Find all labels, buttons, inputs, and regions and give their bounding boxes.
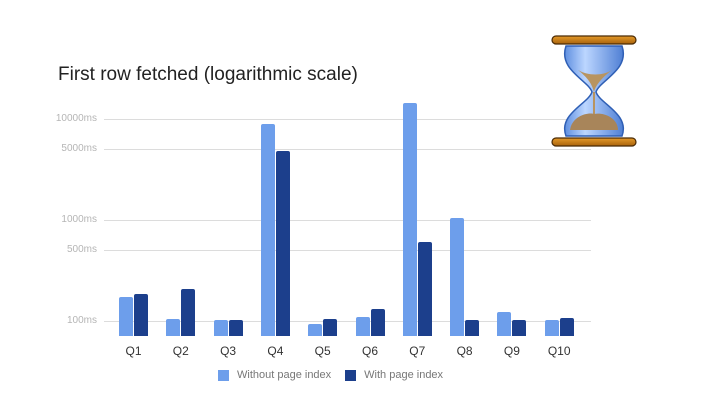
y-tick-label: 5000ms	[61, 143, 97, 154]
bar-q1-with-index	[134, 294, 148, 336]
legend-swatch	[218, 369, 229, 381]
x-tick-label: Q2	[172, 344, 189, 358]
bar-q8-without-index	[450, 218, 465, 336]
bar-q8-with-index	[465, 320, 480, 336]
x-tick-label: Q7	[409, 344, 426, 358]
legend: Without page index With page index	[218, 369, 457, 381]
bar-q1-without-index	[119, 296, 133, 336]
bar-q6-with-index	[370, 309, 385, 336]
legend-label: With page index	[364, 369, 444, 381]
bar-q2-with-index	[181, 289, 196, 336]
x-tick-label: Q9	[503, 344, 520, 358]
legend-item-with-page-index: With page index	[345, 369, 443, 381]
y-tick-label: 10000ms	[55, 113, 97, 124]
bar-q9-with-index	[512, 320, 527, 336]
gridline	[104, 149, 591, 150]
legend-label: Without page index	[237, 369, 332, 381]
y-tick-label: 1000ms	[61, 214, 97, 225]
bar-q7-with-index	[417, 241, 432, 336]
bar-q4-without-index	[260, 124, 275, 336]
gridline	[104, 321, 591, 322]
x-tick-label: Q6	[361, 344, 378, 358]
bar-q7-without-index	[402, 103, 417, 336]
hourglass-icon	[551, 35, 637, 147]
bar-q3-with-index	[228, 320, 243, 336]
bar-q9-without-index	[497, 311, 512, 336]
y-tick-label: 500ms	[66, 244, 97, 255]
bar-q10-without-index	[544, 320, 559, 336]
gridline	[104, 119, 591, 120]
legend-item-without-page-index: Without page index	[218, 369, 331, 381]
x-tick-label: Q10	[547, 344, 571, 358]
bar-q3-without-index	[213, 320, 228, 336]
x-tick-label: Q8	[456, 344, 473, 358]
bar-q2-without-index	[166, 318, 181, 336]
bar-q6-without-index	[355, 317, 370, 336]
gridline	[104, 220, 591, 221]
bar-q5-with-index	[323, 319, 338, 336]
x-tick-label: Q4	[267, 344, 284, 358]
bar-q4-with-index	[275, 150, 290, 336]
gridline	[104, 250, 591, 251]
bar-q10-with-index	[559, 318, 574, 336]
x-tick-label: Q5	[314, 344, 331, 358]
x-tick-label: Q3	[220, 344, 237, 358]
y-tick-label: 100ms	[66, 315, 97, 326]
legend-swatch	[345, 369, 357, 381]
bar-q5-without-index	[308, 324, 323, 336]
chart-title: First row fetched (logarithmic scale)	[58, 64, 358, 85]
x-tick-label: Q1	[125, 344, 142, 358]
